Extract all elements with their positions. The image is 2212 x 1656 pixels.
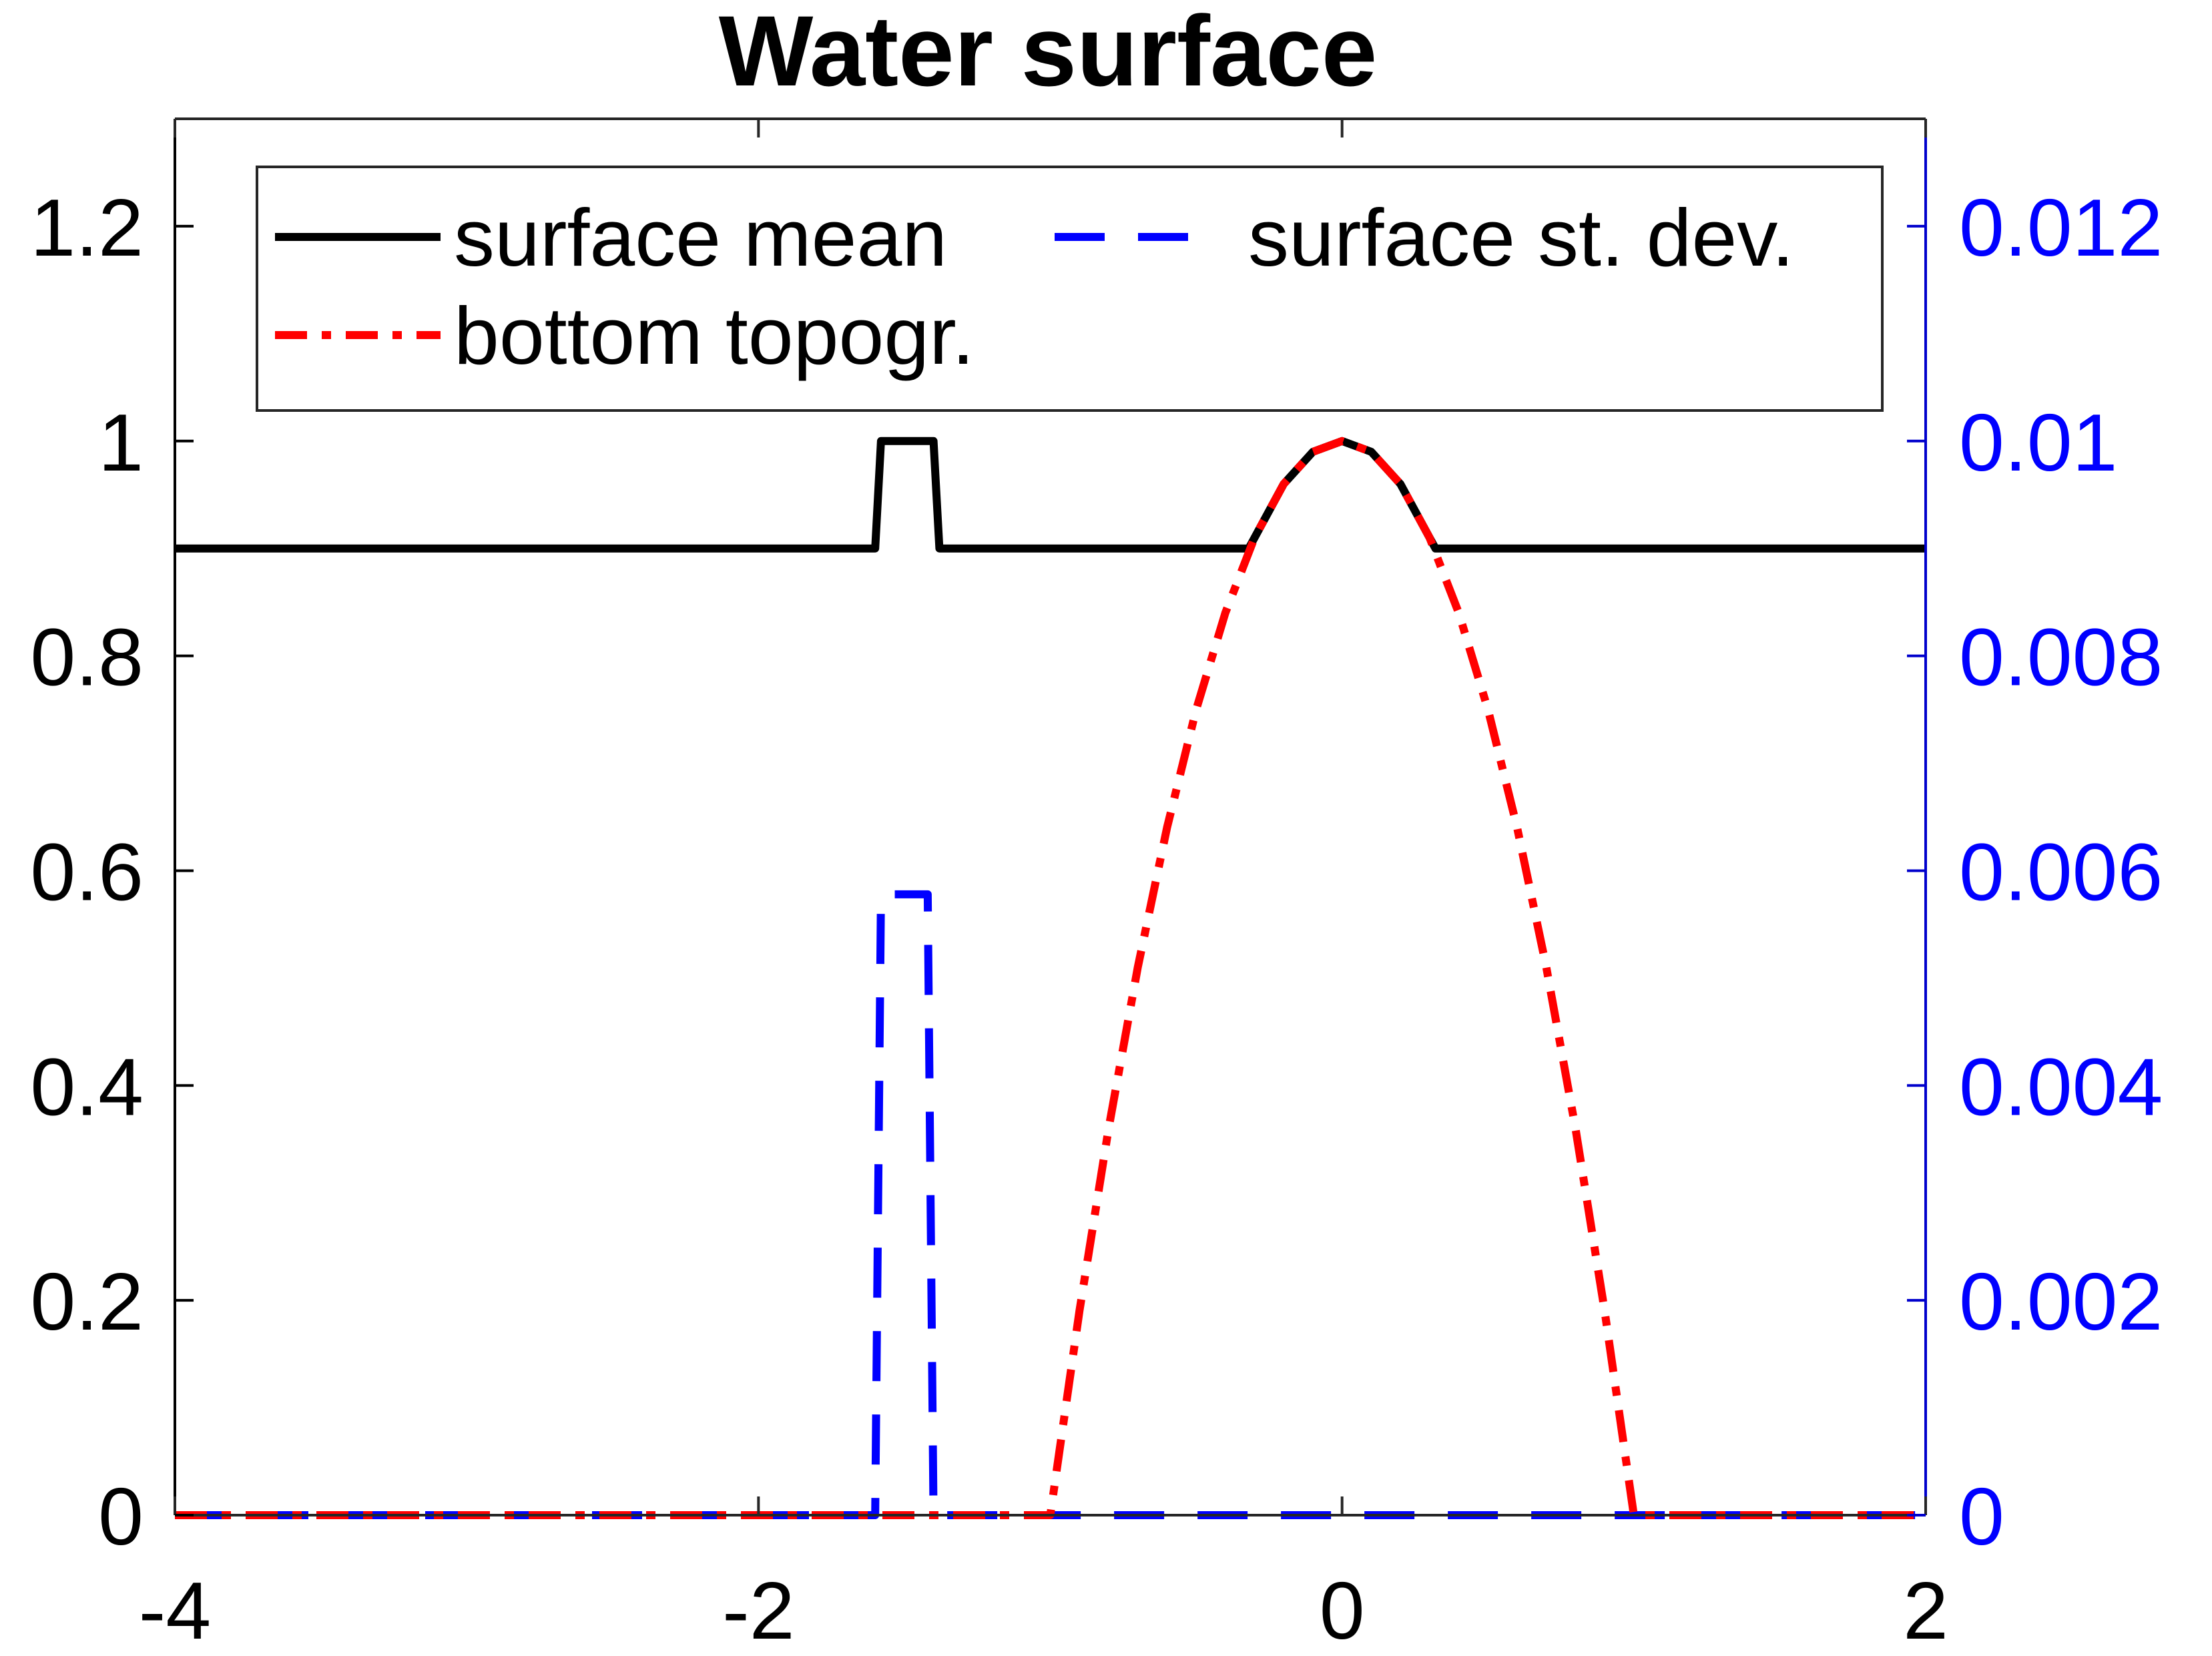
y-left-tick-label: 1.2: [30, 182, 144, 273]
chart-title: Water surface: [719, 0, 1378, 107]
y-left-tick-label: 0.4: [30, 1041, 144, 1132]
y-left-tick-label: 1: [98, 397, 144, 488]
axes-layer: [174, 117, 1927, 1516]
y-right-tick-label: 0.002: [1959, 1256, 2163, 1347]
legend-label-bottom-topogr: bottom topogr.: [454, 290, 975, 381]
y-right-tick-label: 0.01: [1959, 397, 2117, 488]
x-tick-label: 0: [1320, 1565, 1365, 1656]
x-tick-label: 2: [1903, 1565, 1948, 1656]
series-line-surface-st-dev: [175, 890, 1926, 1519]
y-left-tick-label: 0.2: [30, 1256, 144, 1347]
legend-box: [256, 166, 1884, 412]
y-right-tick-label: 0.004: [1959, 1041, 2163, 1132]
series-layer: [175, 437, 1926, 1519]
y-left-tick-label: 0: [98, 1471, 144, 1562]
x-tick-label: -4: [139, 1565, 211, 1656]
ticks-layer: -4 -2 0 200.20.40.60.811.200.0020.0040.0060…: [30, 119, 2163, 1656]
y-right-tick-label: 0.008: [1959, 612, 2163, 703]
legend-label-surface-st-dev: surface st. dev.: [1248, 192, 1794, 283]
legend: surface mean surface st. dev. bottom top…: [256, 166, 1884, 412]
x-tick-label: -2: [722, 1565, 794, 1656]
y-right-tick-label: 0.012: [1959, 182, 2163, 273]
series-line-bottom-topogr: [175, 437, 1926, 1519]
y-right-tick-label: 0: [1959, 1471, 2004, 1562]
y-left-tick-label: 0.8: [30, 612, 144, 703]
legend-label-surface-mean: surface mean: [454, 192, 947, 283]
y-right-tick-label: 0.006: [1959, 826, 2163, 917]
y-left-tick-label: 0.6: [30, 826, 144, 917]
